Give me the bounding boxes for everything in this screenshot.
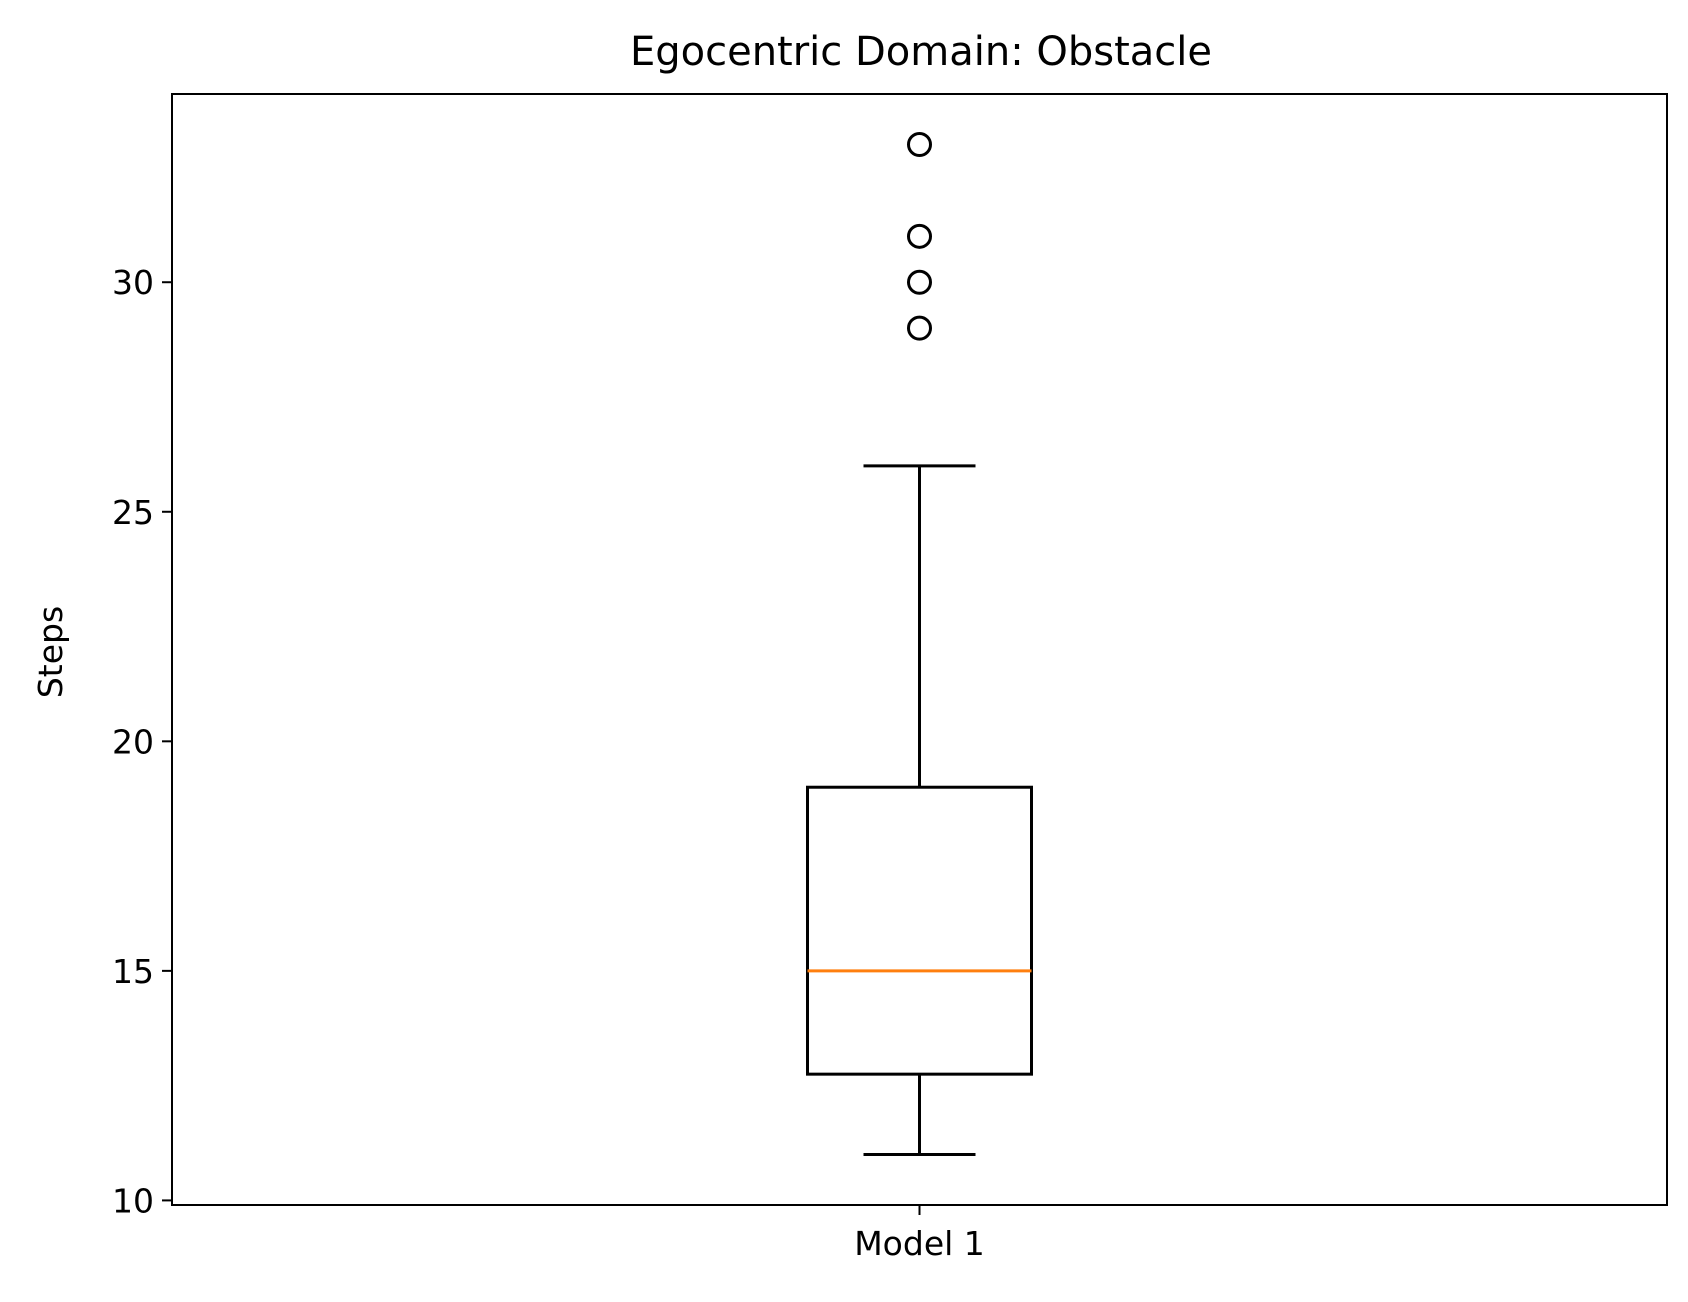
box-body (806, 785, 1033, 1076)
chart-title: Egocentric Domain: Obstacle (630, 29, 1212, 75)
y-tick-label: 30 (112, 263, 154, 302)
y-tick-label: 10 (112, 1181, 154, 1220)
x-tick-label: Model 1 (854, 1224, 985, 1263)
y-tick-label: 15 (112, 952, 154, 991)
box-1 (806, 132, 1033, 1156)
outlier-point (907, 223, 932, 249)
y-axis-ticks: 10 15 20 25 30 (112, 263, 172, 1220)
box-series (806, 132, 1033, 1156)
outlier-point (907, 315, 932, 341)
plot-area-frame (171, 93, 1668, 1206)
y-tick-label: 20 (112, 722, 154, 761)
y-tick-label: 25 (112, 493, 154, 532)
outlier-point (907, 269, 932, 295)
y-axis-label: Steps (31, 606, 70, 698)
x-axis-ticks: Model 1 (854, 1205, 985, 1263)
outlier-point (907, 132, 932, 157)
